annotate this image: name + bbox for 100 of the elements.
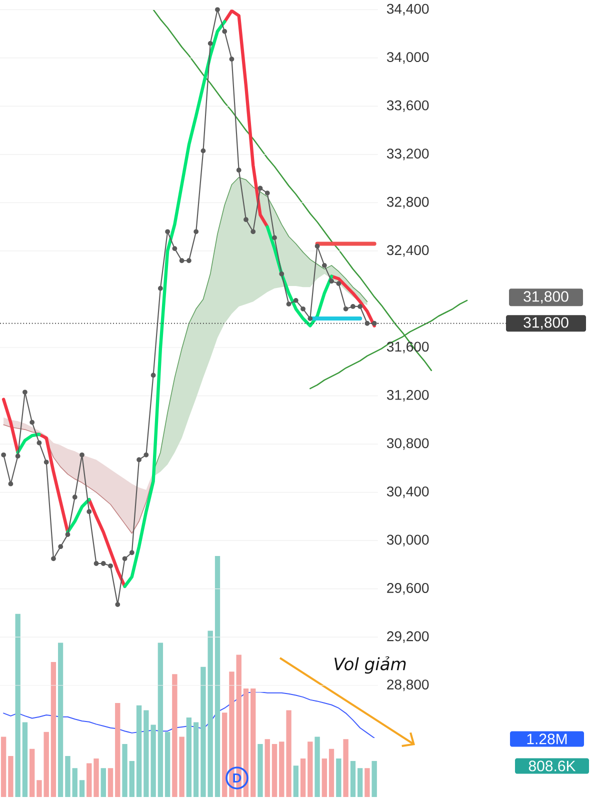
point	[208, 40, 213, 46]
point	[22, 390, 28, 395]
point	[30, 420, 35, 425]
point	[115, 602, 120, 607]
point	[200, 148, 206, 154]
bar	[264, 739, 270, 797]
y-tick-label: 33,600	[386, 100, 429, 112]
bar	[29, 748, 35, 797]
point	[94, 561, 99, 566]
text: 1.28M	[527, 734, 567, 744]
bar	[322, 758, 328, 797]
point	[150, 372, 156, 378]
point	[358, 304, 363, 309]
bar	[193, 722, 199, 797]
point	[108, 563, 113, 568]
point	[229, 56, 234, 62]
bar	[158, 642, 164, 797]
y-tick-label: 34,000	[386, 52, 429, 64]
point	[236, 168, 242, 173]
bar	[15, 614, 20, 797]
bar	[293, 766, 298, 797]
bar	[308, 742, 313, 797]
y-tick-label: 29,600	[387, 583, 429, 595]
bar	[22, 722, 28, 797]
bar	[328, 748, 334, 797]
y-tick-label: 30,400	[386, 486, 429, 498]
point	[72, 494, 78, 500]
bar	[364, 768, 370, 797]
point	[122, 556, 128, 562]
point	[86, 509, 92, 514]
y-tick-label: 29,200	[387, 631, 429, 643]
bar	[336, 758, 342, 797]
point	[194, 229, 199, 234]
point	[44, 460, 49, 465]
point	[322, 263, 327, 268]
bar	[100, 768, 106, 797]
bar	[258, 744, 263, 797]
point	[1, 452, 6, 458]
point	[336, 281, 342, 286]
bar	[186, 717, 192, 797]
bar	[164, 732, 170, 797]
bar	[129, 760, 135, 797]
text: 808.6K	[528, 760, 576, 772]
point	[136, 457, 142, 462]
bar	[79, 780, 85, 797]
point	[350, 304, 356, 309]
bar	[279, 742, 284, 797]
bar	[50, 662, 56, 797]
point	[179, 258, 184, 264]
point	[165, 229, 170, 234]
point	[314, 244, 320, 249]
point	[343, 306, 348, 312]
bar	[222, 712, 228, 797]
bar	[343, 739, 348, 797]
bar	[136, 705, 142, 797]
point	[244, 217, 248, 222]
point	[51, 556, 56, 562]
point	[300, 306, 306, 312]
bar	[108, 768, 114, 797]
bar	[65, 756, 70, 797]
y-tick-label: 30,000	[386, 534, 429, 546]
bar	[115, 703, 120, 797]
y-tick-label: 31,200	[386, 390, 429, 402]
point	[15, 454, 20, 459]
y-tick-label: 28,800	[387, 680, 429, 692]
bar	[350, 760, 356, 797]
text: 31,800	[524, 291, 568, 304]
bar	[286, 710, 292, 797]
point	[258, 186, 263, 191]
bar	[144, 710, 149, 797]
point	[308, 316, 313, 321]
point	[36, 440, 42, 446]
point	[186, 258, 192, 264]
point	[293, 298, 298, 303]
bar	[357, 768, 363, 797]
bar	[122, 744, 128, 797]
point	[8, 481, 14, 486]
point	[129, 550, 134, 556]
point	[215, 7, 220, 12]
bar	[250, 688, 256, 797]
point	[144, 452, 149, 458]
bar	[8, 756, 14, 797]
annotation: D	[233, 774, 242, 782]
bar	[150, 724, 156, 797]
point	[364, 320, 370, 326]
point	[286, 302, 292, 307]
bar	[0, 736, 6, 797]
bar	[229, 672, 234, 797]
point	[250, 229, 256, 234]
bar	[372, 760, 377, 797]
ref-line-label: 31,800	[524, 317, 568, 330]
bar	[72, 768, 78, 797]
point	[272, 235, 277, 240]
bar	[272, 744, 278, 797]
bar	[86, 763, 92, 797]
y-tick-label: 32,800	[386, 196, 429, 208]
bar	[243, 688, 249, 797]
bar	[300, 758, 306, 797]
annotation: Vol giảm	[334, 656, 406, 674]
y-tick-label: 32,400	[386, 245, 429, 257]
